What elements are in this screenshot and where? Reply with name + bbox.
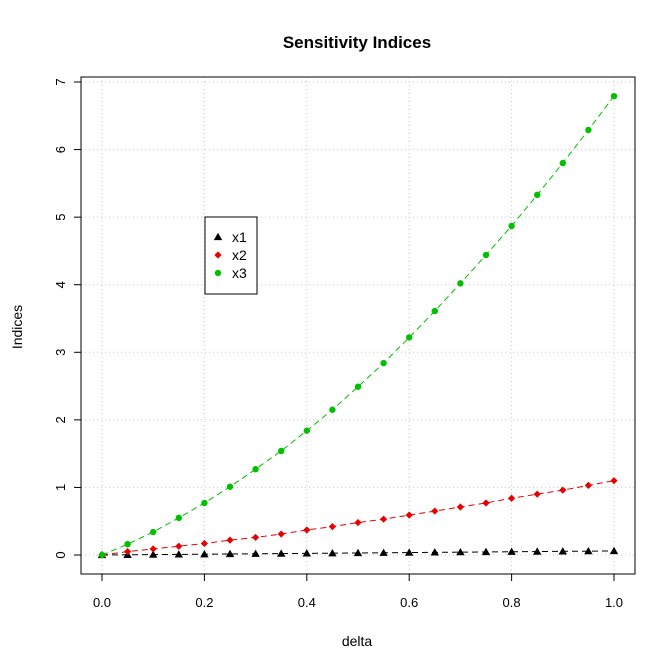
data-point-x1-10 [353, 548, 363, 557]
data-point-x2-9 [328, 523, 336, 531]
data-point-x3-5 [226, 483, 234, 490]
data-point-x2-10 [354, 518, 362, 527]
y-tick-label-5: 5 [53, 214, 68, 221]
data-point-x1-8 [302, 549, 311, 557]
y-tick-label-0: 0 [53, 551, 68, 558]
data-point-x2-1 [124, 548, 132, 556]
data-point-x1-19 [584, 546, 593, 555]
data-point-x3-12 [406, 334, 413, 341]
y-tick-label-2: 2 [53, 416, 68, 423]
data-point-x3-20 [610, 92, 618, 100]
data-point-x2-4 [200, 539, 208, 548]
x-tick-label-2: 0.4 [298, 595, 316, 610]
y-tick-label-1: 1 [53, 484, 68, 491]
data-point-x2-7 [277, 530, 285, 538]
x-tick-label-1: 0.2 [195, 595, 213, 610]
data-point-x1-3 [174, 550, 183, 558]
data-point-x2-16 [508, 494, 516, 502]
data-point-x1-6 [251, 549, 260, 557]
data-point-x2-18 [559, 486, 567, 494]
data-point-x1-2 [149, 550, 158, 558]
data-point-x2-8 [303, 526, 311, 534]
data-point-x2-19 [584, 481, 592, 490]
data-point-x3-18 [559, 159, 566, 167]
series-line-x1 [101, 550, 615, 556]
data-point-x3-17 [534, 191, 541, 199]
x-tick-label-4: 0.8 [503, 595, 521, 610]
data-point-x2-6 [252, 533, 260, 542]
legend-label-x2: x2 [232, 247, 247, 263]
data-point-x1-9 [328, 548, 337, 557]
y-tick-label-6: 6 [53, 146, 68, 153]
data-point-x3-3 [175, 514, 182, 522]
data-point-x3-19 [585, 126, 592, 134]
legend: x1 x2 x3 [204, 216, 258, 295]
series-x3 [98, 92, 618, 559]
series-line-x3 [101, 95, 615, 556]
data-point-x2-3 [175, 542, 183, 550]
y-tick-label-7: 7 [53, 78, 68, 85]
data-point-x2-11 [380, 515, 388, 523]
x-tick-label-0: 0.0 [93, 595, 111, 610]
data-point-x3-16 [508, 222, 515, 230]
data-point-x3-6 [252, 465, 259, 473]
x-axis-label: delta [342, 633, 373, 649]
data-point-x3-2 [150, 528, 157, 536]
data-point-x3-1 [124, 540, 131, 548]
data-point-x2-12 [405, 511, 413, 519]
data-point-x2-5 [226, 536, 234, 544]
data-point-x3-14 [457, 280, 464, 287]
data-point-x1-18 [558, 547, 567, 555]
data-point-x2-13 [431, 507, 439, 515]
data-point-x1-14 [456, 547, 465, 556]
legend-label-x1: x1 [232, 229, 247, 245]
data-point-x3-0 [98, 551, 106, 559]
data-point-x2-15 [482, 499, 490, 507]
data-point-x1-5 [225, 549, 235, 558]
data-point-x1-20 [609, 546, 619, 555]
data-point-x1-4 [200, 549, 209, 558]
data-point-x3-13 [431, 307, 438, 315]
data-point-x2-17 [533, 490, 541, 498]
data-point-x3-4 [201, 499, 208, 507]
data-point-x3-7 [278, 447, 285, 455]
data-point-x1-11 [379, 548, 388, 556]
legend-marker-x2 [214, 251, 222, 259]
data-point-x1-7 [277, 549, 286, 557]
x-tick-label-5: 1.0 [605, 595, 623, 610]
axes: 0.0 0.2 0.4 0.6 0.8 1.0 0 1 2 3 4 5 6 7 [53, 78, 623, 610]
data-point-x2-20 [610, 477, 618, 485]
data-point-x1-16 [507, 547, 516, 555]
series-line-x2 [101, 480, 615, 556]
data-point-x1-15 [481, 547, 491, 556]
legend-box [204, 216, 258, 295]
data-point-x1-17 [533, 547, 542, 555]
plot-frame [80, 76, 636, 575]
data-point-x1-13 [430, 548, 439, 556]
y-tick-label-4: 4 [53, 281, 68, 288]
data-point-x2-2 [149, 545, 157, 553]
data-point-x1-12 [405, 548, 414, 556]
data-point-x3-10 [354, 383, 362, 390]
legend-label-x3: x3 [232, 265, 247, 281]
grid [81, 77, 635, 574]
data-point-x2-14 [456, 503, 464, 511]
data-point-x3-9 [329, 406, 336, 413]
y-axis-label: Indices [9, 305, 25, 349]
y-tick-label-3: 3 [53, 349, 68, 356]
data-point-x3-8 [303, 427, 310, 434]
legend-marker-x1 [213, 232, 223, 241]
chart-title: Sensitivity Indices [283, 33, 431, 52]
x-tick-label-3: 0.6 [400, 595, 418, 610]
data-point-x3-11 [380, 359, 387, 367]
series-x1 [97, 546, 619, 559]
legend-items: x1 x2 x3 [213, 229, 247, 281]
series-layer [97, 92, 619, 559]
legend-marker-x3 [214, 269, 222, 277]
data-point-x3-15 [482, 251, 490, 259]
